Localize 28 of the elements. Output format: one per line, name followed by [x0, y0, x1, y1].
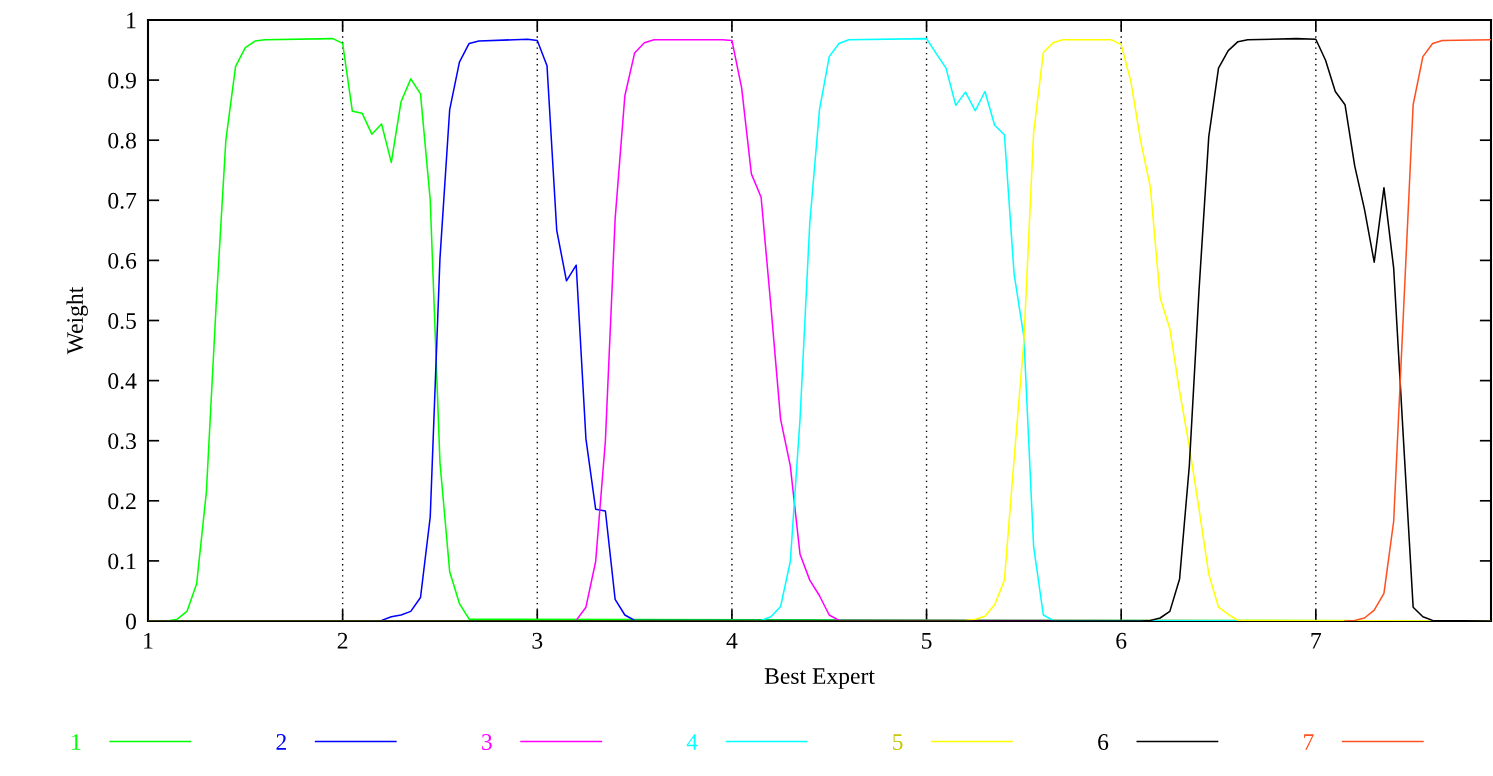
y-tick-label: 0.5: [108, 312, 136, 330]
line-series: [1344, 39, 1491, 621]
y-tick-label: 0.9: [108, 72, 136, 89]
x-tick-label: 2: [337, 632, 348, 649]
legend-label: 3: [482, 734, 492, 750]
legend-label: 4: [686, 734, 698, 750]
y-tick-label: 0.7: [108, 192, 137, 209]
legend-label: 1: [72, 734, 81, 750]
x-tick-label: 3: [532, 632, 543, 649]
y-tick-label: 0.2: [108, 493, 136, 510]
x-tick-label: 6: [1116, 632, 1127, 649]
y-tick-label: 0.4: [108, 373, 137, 390]
legend-label: 6: [1098, 734, 1109, 750]
y-tick-label: 0: [125, 613, 136, 630]
legend-label: 2: [276, 734, 286, 750]
x-axis-title: Best Expert: [764, 668, 875, 689]
y-tick-label: 1: [127, 12, 136, 29]
y-axis-title: Weight: [66, 286, 88, 355]
x-tick-label: 4: [726, 632, 738, 649]
x-tick-label: 5: [922, 633, 932, 649]
y-tick-label: 0.3: [108, 433, 136, 450]
legend-label: 7: [1304, 734, 1314, 750]
legend-label: 5: [893, 734, 903, 750]
y-tick-label: 0.8: [108, 132, 136, 149]
x-tick-label: 7: [1311, 633, 1322, 649]
x-tick-label: 1: [144, 632, 153, 649]
y-tick-label: 0.1: [108, 553, 136, 570]
y-tick-label: 0.6: [108, 252, 137, 269]
